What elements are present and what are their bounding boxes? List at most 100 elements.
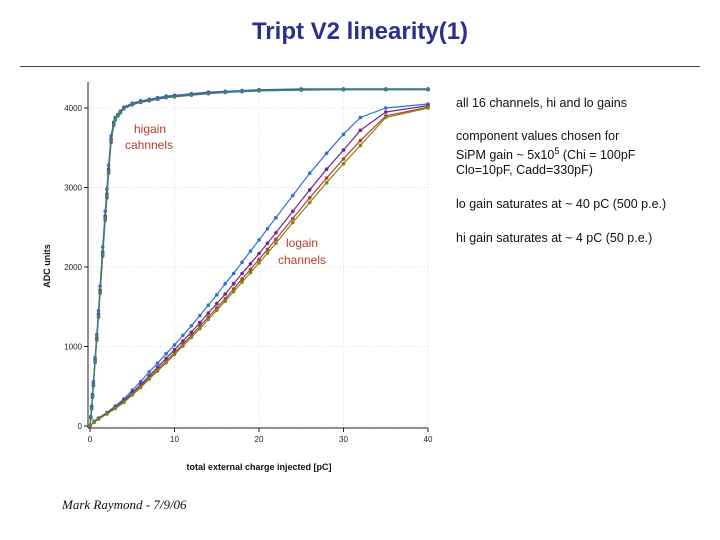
higain-data-point (91, 383, 96, 387)
higain-data-point (118, 110, 123, 115)
logain-data-point (155, 361, 160, 366)
higain-data-point (109, 138, 113, 143)
logain-data-point (291, 220, 295, 225)
logain-data-point (122, 400, 126, 405)
higain-data-point (95, 337, 99, 341)
logain-data-point (96, 417, 101, 422)
logain-data-point (248, 262, 253, 266)
logain-data-point (164, 351, 168, 356)
logain-data-point (138, 379, 143, 384)
logain-data-point (358, 143, 363, 148)
logain-data-point (223, 281, 227, 286)
logain-data-point (257, 238, 261, 242)
higain-data-point (113, 117, 118, 122)
logain-data-point (189, 335, 194, 340)
note-gain-text: SiPM gain ~ 5x10 (456, 148, 555, 163)
logain-data-point (265, 241, 270, 245)
logain-data-point (426, 106, 430, 110)
higain-data-point (223, 90, 227, 95)
logain-data-point (358, 128, 363, 133)
logain-data-point (248, 270, 253, 275)
logain-data-point (240, 277, 244, 281)
logain-data-point (274, 231, 278, 235)
higain-series-line-3 (89, 88, 428, 427)
note-components: component values chosen for SiPM gain ~ … (456, 129, 711, 178)
logain-data-point (147, 377, 151, 381)
logain-data-point (215, 308, 219, 313)
y-axis-label: ADC units (42, 244, 52, 288)
logain-data-point (206, 317, 211, 322)
logain-data-point (181, 344, 185, 348)
higain-data-point (426, 87, 430, 92)
x-tick-label: 0 (88, 435, 93, 444)
logain-data-point (248, 249, 253, 253)
logain-data-point (257, 257, 261, 262)
logain-data-point (231, 289, 236, 294)
higain-annotation-line1: higain (134, 122, 166, 136)
logain-data-point (257, 251, 261, 256)
logain-data-point (172, 352, 177, 357)
logain-data-point (240, 260, 244, 265)
logain-data-point (92, 420, 96, 425)
logain-data-point (341, 161, 346, 166)
note-channels: all 16 channels, hi and lo gains (456, 96, 627, 110)
higain-data-point (189, 93, 194, 97)
higain-data-point (147, 98, 151, 103)
higain-data-point (122, 106, 126, 111)
logain-data-point (164, 361, 168, 365)
y-tick-label: 3000 (64, 184, 82, 193)
logain-annotation-line1: logain (286, 236, 318, 250)
higain-data-point (138, 100, 143, 104)
higain-data-point (96, 313, 101, 318)
logain-data-point (324, 151, 329, 156)
chart-axes (87, 82, 428, 429)
logain-data-point (206, 311, 211, 315)
logain-data-point (265, 251, 270, 255)
logain-data-point (215, 301, 219, 306)
note-components-line3: Clo=10pF, Cadd=330pF) (456, 163, 593, 178)
logain-data-point (130, 393, 135, 397)
higain-data-point (100, 252, 105, 256)
logain-data-point (324, 167, 329, 171)
logain-data-point (105, 412, 109, 416)
higain-data-point (164, 95, 168, 100)
higain-data-point (384, 87, 388, 92)
logain-data-point (189, 324, 194, 328)
higain-data-point (111, 122, 116, 127)
logain-data-point (198, 313, 202, 318)
logain-data-point (307, 171, 312, 175)
logain-data-point (307, 200, 312, 205)
y-tick-label: 4000 (64, 104, 82, 113)
logain-data-point (291, 216, 295, 221)
note-higain-saturation: hi gain saturates at ~ 4 pC (50 p.e.) (456, 231, 653, 245)
higain-data-point (103, 216, 107, 220)
higain-data-point (341, 87, 346, 92)
higain-data-point (105, 194, 109, 198)
chart-grid (88, 82, 429, 428)
higain-data-point (240, 89, 244, 94)
logain-data-point (341, 132, 346, 136)
page-title: Tript V2 linearity(1) (251, 18, 469, 45)
logain-annotation-line2: channels (278, 253, 326, 267)
logain-data-point (257, 261, 261, 265)
logain-data-point (181, 339, 185, 343)
higain-data-point (172, 94, 177, 99)
y-tick-label: 1000 (64, 343, 82, 352)
logain-data-point (172, 347, 177, 352)
logain-data-point (248, 267, 253, 272)
logain-data-point (206, 303, 211, 308)
logain-data-point (274, 237, 278, 241)
x-tick-label: 10 (170, 435, 179, 444)
logain-data-point (172, 343, 177, 347)
x-axis-label: total external charge injected [pC] (186, 462, 331, 472)
logain-data-point (231, 281, 236, 286)
logain-data-point (189, 330, 194, 335)
logain-data-point (198, 320, 202, 325)
logain-data-point (324, 176, 329, 180)
x-tick-label: 20 (255, 435, 264, 444)
logain-data-point (155, 369, 160, 373)
note-gain-exponent: 5 (554, 146, 560, 156)
note-logain-saturation: lo gain saturates at ~ 40 pC (500 p.e.) (456, 197, 667, 211)
logain-data-point (223, 299, 227, 304)
